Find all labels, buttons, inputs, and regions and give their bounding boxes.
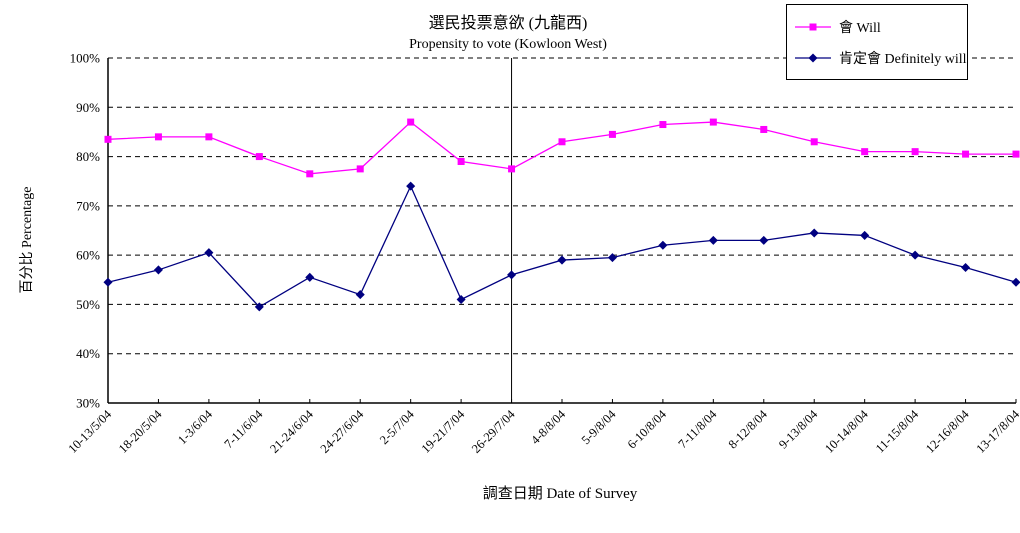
svg-text:7-11/6/04: 7-11/6/04 [222,407,266,451]
svg-text:21-24/6/04: 21-24/6/04 [267,407,316,456]
svg-text:1-3/6/04: 1-3/6/04 [175,407,215,447]
svg-text:2-5/7/04: 2-5/7/04 [377,407,417,447]
svg-text:19-21/7/04: 19-21/7/04 [419,407,468,456]
svg-text:10-13/5/04: 10-13/5/04 [65,407,114,456]
svg-text:50%: 50% [76,297,100,312]
svg-text:13-17/8/04: 13-17/8/04 [973,407,1020,456]
svg-text:4-8/8/04: 4-8/8/04 [528,407,568,447]
svg-text:30%: 30% [76,396,100,411]
svg-text:10-14/8/04: 10-14/8/04 [822,407,871,456]
legend-item-definitely-will: 肯定會 Definitely will [795,48,967,68]
legend-label-definitely-will: 肯定會 Definitely will [839,51,967,67]
svg-text:11-15/8/04: 11-15/8/04 [873,407,922,456]
svg-text:12-16/8/04: 12-16/8/04 [923,407,972,456]
svg-text:24-27/6/04: 24-27/6/04 [318,407,367,456]
svg-text:100%: 100% [70,51,101,66]
chart-title: 選民投票意欲 (九龍西) [428,15,588,32]
svg-text:6-10/8/04: 6-10/8/04 [625,407,670,452]
svg-text:60%: 60% [76,248,100,263]
svg-text:7-11/8/04: 7-11/8/04 [676,407,720,451]
legend-item-will: 會 Will [795,17,959,37]
legend-marker-diamond-icon [795,52,831,63]
x-axis-title: 調查日期 Date of Survey [482,486,638,502]
svg-text:5-9/8/04: 5-9/8/04 [579,407,619,447]
svg-text:90%: 90% [76,100,100,115]
svg-text:40%: 40% [76,346,100,361]
legend-label-will: 會 Will [839,20,881,36]
svg-text:80%: 80% [76,149,100,164]
svg-text:18-20/5/04: 18-20/5/04 [116,407,165,456]
legend-marker-square-icon [795,23,831,30]
svg-text:8-12/8/04: 8-12/8/04 [726,407,771,452]
svg-text:70%: 70% [76,198,100,213]
chart-subtitle: Propensity to vote (Kowloon West) [409,37,607,52]
legend: 會 Will 肯定會 Definitely will [786,4,968,80]
svg-text:9-13/8/04: 9-13/8/04 [776,407,821,452]
svg-text:26-29/7/04: 26-29/7/04 [469,407,518,456]
